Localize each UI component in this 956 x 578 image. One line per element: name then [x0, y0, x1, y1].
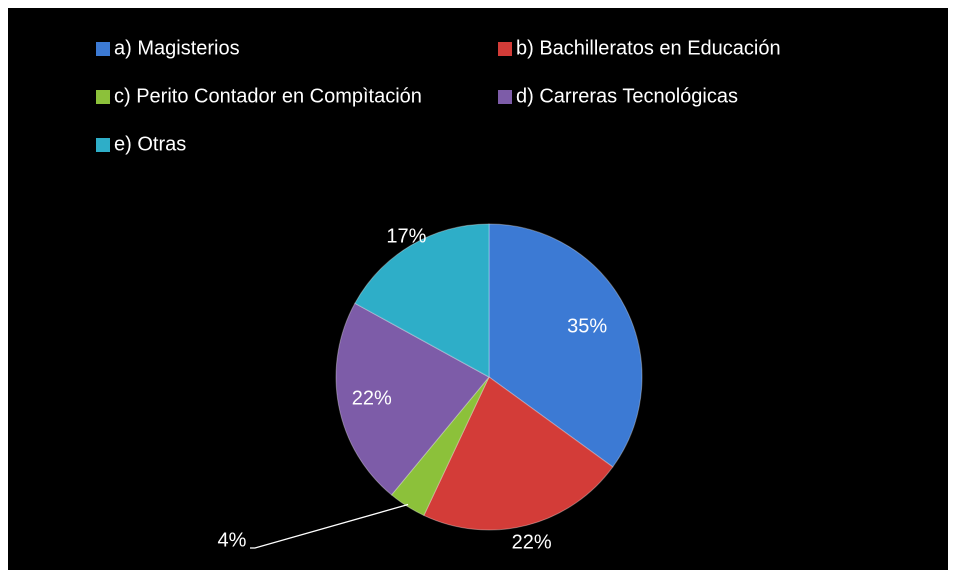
legend-swatch — [498, 90, 512, 104]
pie-slice — [390, 376, 490, 517]
data-label: 22% — [512, 531, 552, 553]
data-label: 4% — [218, 529, 247, 551]
legend-swatch — [498, 42, 512, 56]
legend-swatch — [96, 138, 110, 152]
pie-slice — [354, 223, 490, 378]
data-label: 35% — [567, 315, 607, 337]
legend-label: e) Otras — [114, 133, 186, 155]
legend-label: c) Perito Contador en Compìtación — [114, 85, 422, 107]
pie-slice — [488, 223, 643, 468]
legend-label: d) Carreras Tecnológicas — [516, 85, 738, 107]
legend-swatch — [96, 42, 110, 56]
legend-swatch — [96, 90, 110, 104]
data-label: 17% — [386, 226, 426, 248]
pie-slice — [423, 376, 614, 531]
legend-label: b) Bachilleratos en Educación — [516, 37, 781, 59]
leader-line — [250, 503, 409, 549]
data-label: 22% — [352, 388, 392, 410]
pie-slice — [335, 302, 490, 496]
legend-label: a) Magisterios — [114, 37, 240, 59]
